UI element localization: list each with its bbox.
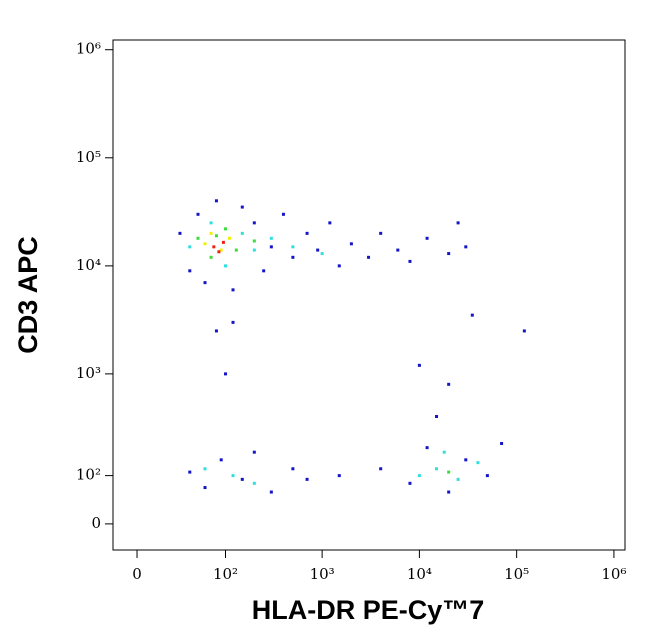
point (188, 470, 192, 474)
point (214, 199, 218, 203)
point (240, 477, 244, 481)
point (425, 236, 429, 240)
point (379, 231, 383, 235)
y-tick-label: 10³ (76, 364, 101, 382)
point (522, 329, 526, 333)
point (305, 231, 309, 235)
y-tick-label: 10⁶ (76, 40, 101, 58)
point (196, 212, 200, 216)
point (209, 255, 213, 259)
y-tick-label: 0 (91, 514, 101, 532)
point (209, 231, 213, 235)
point (214, 234, 218, 238)
point (408, 259, 412, 263)
point (291, 245, 295, 249)
y-tick-label: 10² (76, 466, 101, 484)
point (262, 269, 266, 273)
point (231, 474, 235, 478)
point (305, 477, 309, 481)
point (316, 248, 320, 252)
point (203, 281, 207, 285)
point (269, 490, 273, 494)
point (219, 248, 223, 252)
point (252, 481, 256, 485)
point (367, 255, 371, 259)
point (470, 313, 474, 317)
point (476, 461, 480, 465)
point (464, 245, 468, 249)
point (337, 264, 341, 268)
point (240, 231, 244, 235)
point (447, 382, 451, 386)
point (252, 239, 256, 243)
point (224, 372, 228, 376)
point (447, 470, 451, 474)
point (417, 474, 421, 478)
point (320, 252, 324, 256)
point (231, 288, 235, 292)
point (408, 481, 412, 485)
point (252, 450, 256, 454)
y-tick-label: 10⁵ (76, 148, 101, 166)
point (442, 450, 446, 454)
point (281, 212, 285, 216)
x-tick-label: 10⁵ (504, 565, 529, 583)
point (417, 363, 421, 367)
point (349, 242, 353, 246)
point (328, 221, 332, 225)
point (456, 477, 460, 481)
x-tick-label: 10⁴ (407, 565, 432, 583)
y-tick-label: 10⁴ (76, 256, 101, 274)
point (252, 221, 256, 225)
point (188, 245, 192, 249)
point (252, 248, 256, 252)
point (234, 248, 238, 252)
point (221, 240, 225, 244)
point (379, 467, 383, 471)
point (196, 236, 200, 240)
point (291, 467, 295, 471)
point (214, 329, 218, 333)
point (435, 467, 439, 471)
plot-frame (112, 39, 626, 551)
point (224, 264, 228, 268)
point (231, 320, 235, 324)
point (337, 474, 341, 478)
point (435, 414, 439, 418)
x-tick-label: 10² (213, 565, 238, 583)
point (209, 221, 213, 225)
x-axis-title: HLA-DR PE-Cy™7 (252, 595, 485, 625)
point (456, 221, 460, 225)
point (203, 467, 207, 471)
point (227, 236, 231, 240)
point (240, 205, 244, 209)
x-tick-label: 0 (132, 565, 142, 583)
point (396, 248, 400, 252)
point (447, 490, 451, 494)
point (464, 458, 468, 462)
point (217, 250, 221, 254)
point (203, 242, 207, 246)
point (500, 441, 504, 445)
point (178, 231, 182, 235)
y-axis-title: CD3 APC (13, 236, 43, 354)
point (188, 269, 192, 273)
point (269, 245, 273, 249)
point (425, 446, 429, 450)
point (291, 255, 295, 259)
point (203, 486, 207, 490)
point (219, 458, 223, 462)
point (447, 252, 451, 256)
point (269, 236, 273, 240)
point (212, 245, 216, 249)
point (224, 227, 228, 231)
point (485, 474, 489, 478)
x-tick-label: 10³ (310, 565, 335, 583)
x-tick-label: 10⁶ (601, 565, 626, 583)
